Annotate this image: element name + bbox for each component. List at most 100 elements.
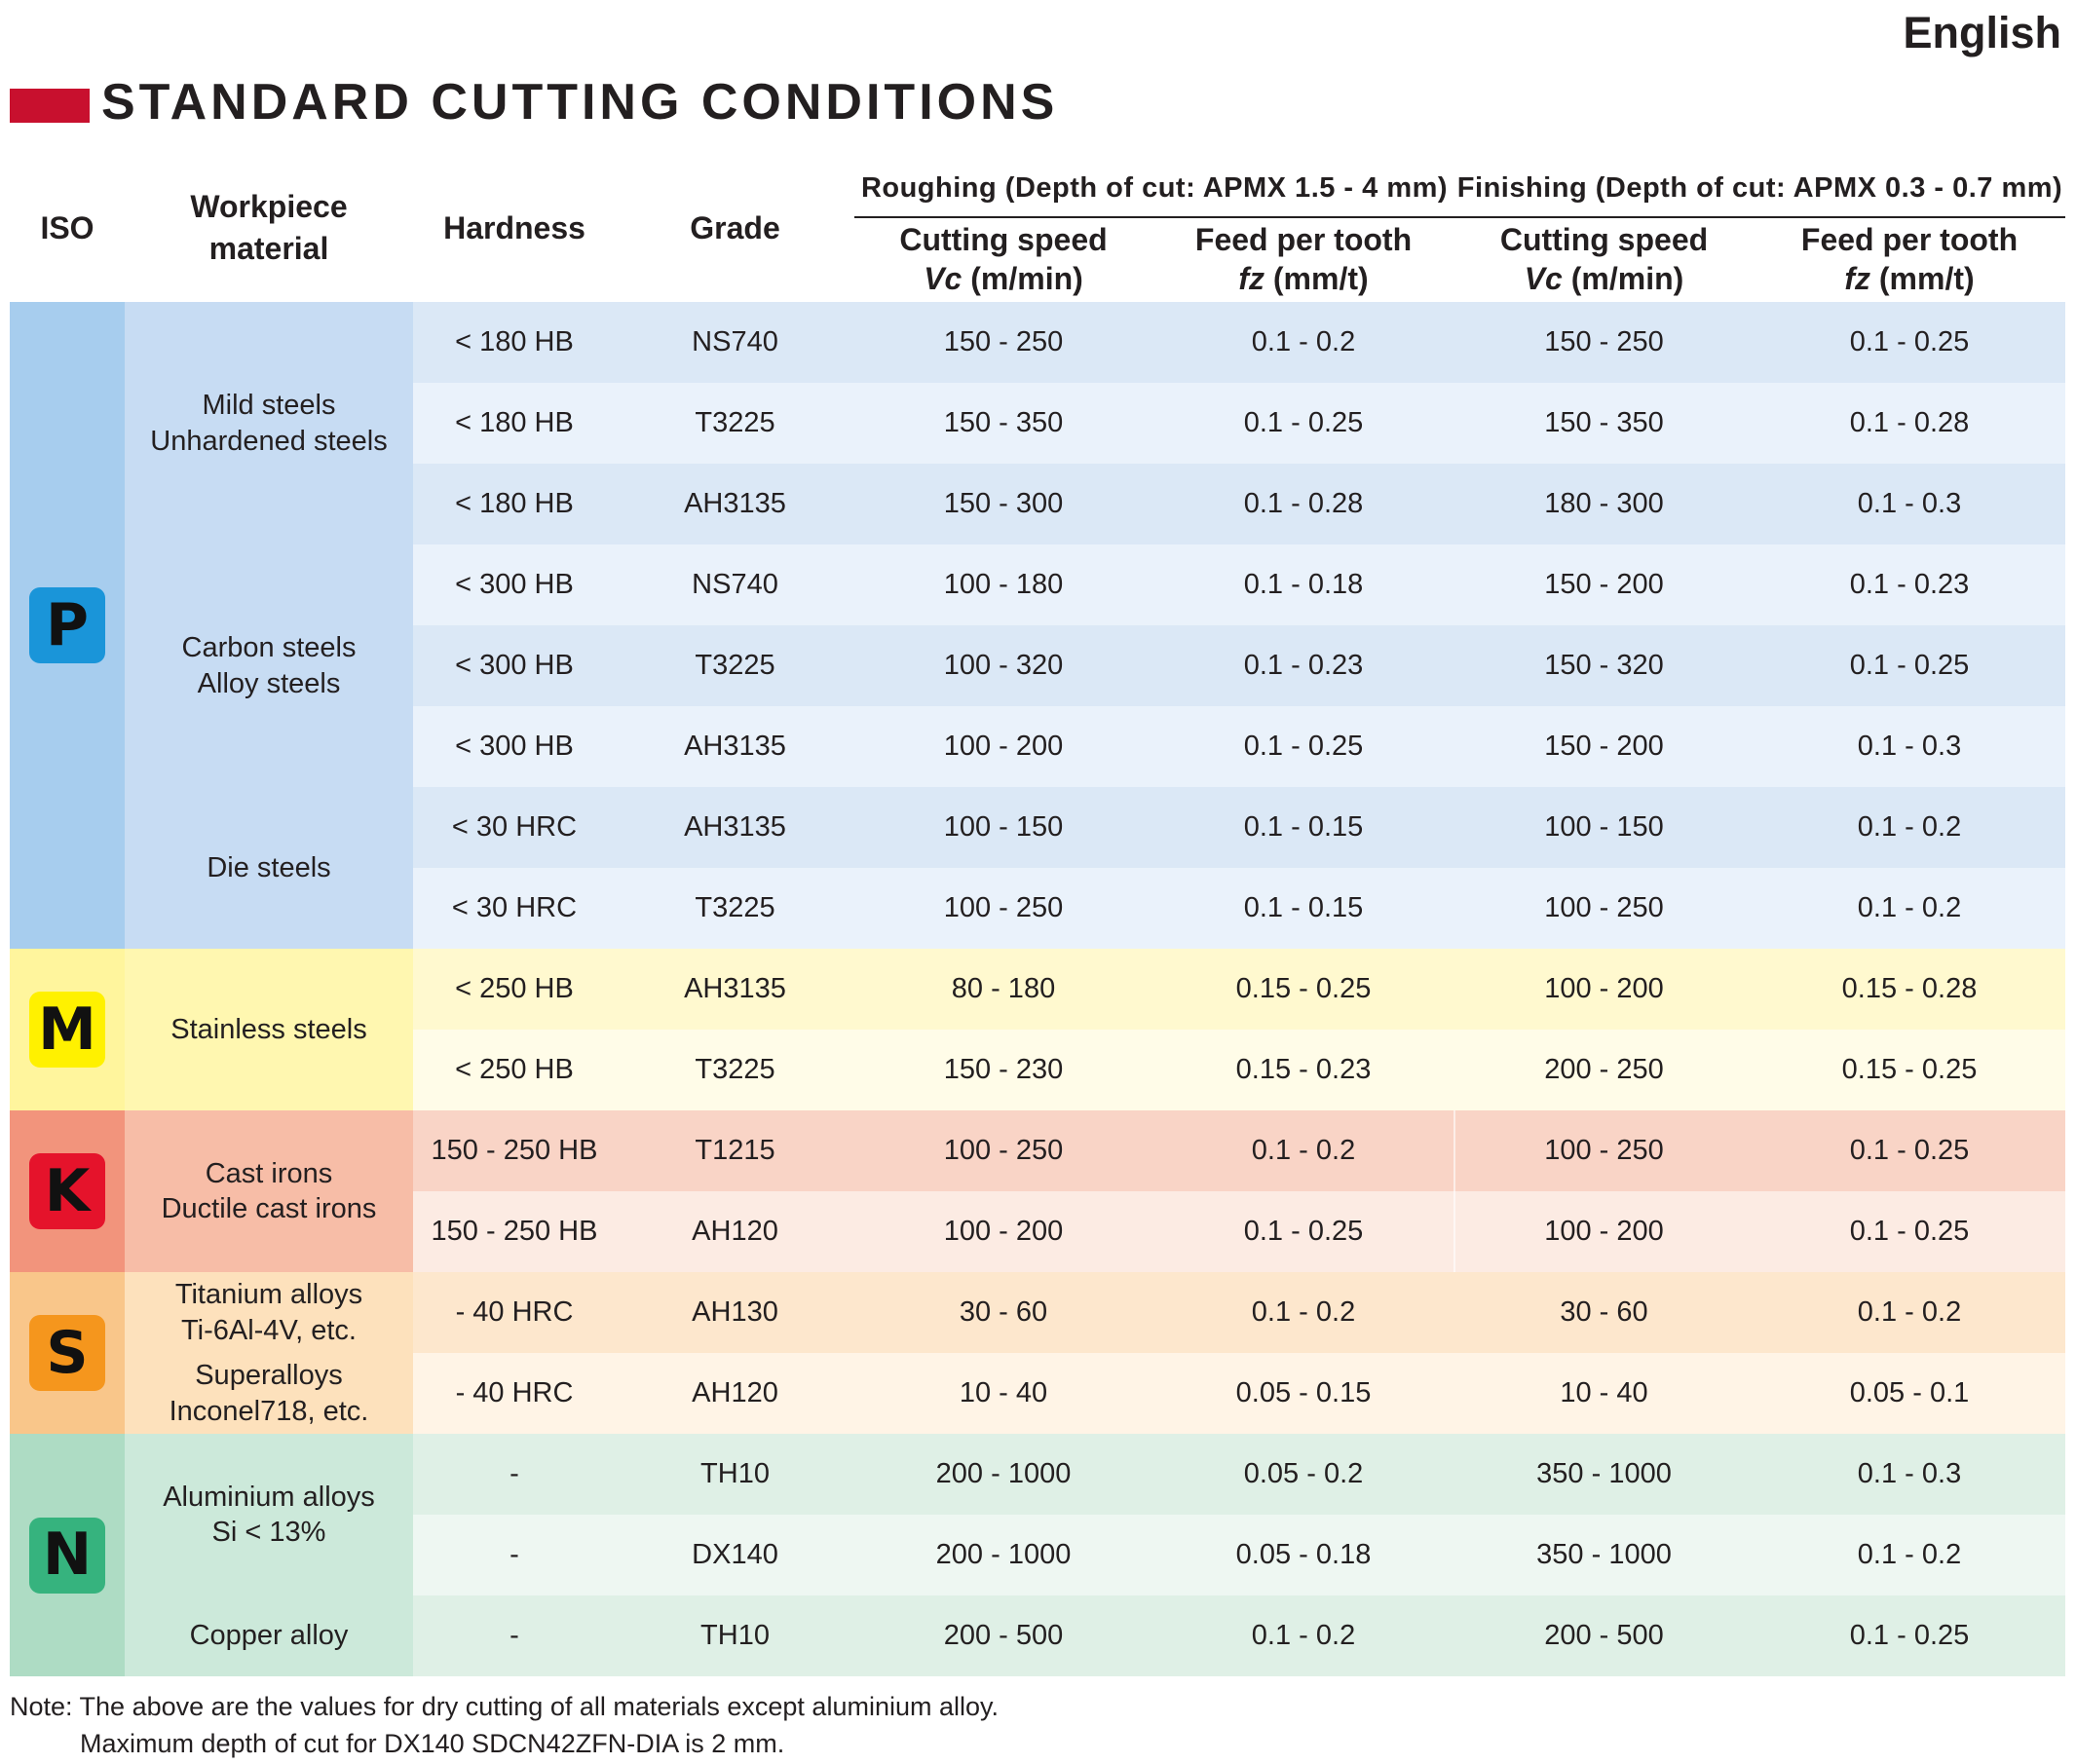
material-cell: Stainless steels	[125, 949, 413, 1110]
table-row	[413, 544, 2065, 625]
roughing-fz-cell: 0.1 - 0.2	[1251, 1296, 1356, 1329]
roughing-fz-cell: 0.1 - 0.2	[1251, 1135, 1356, 1167]
finishing-vc-cell: 100 - 150	[1544, 811, 1664, 844]
roughing-fz-cell: 0.1 - 0.15	[1243, 892, 1364, 924]
roughing-vc-cell: 150 - 250	[943, 326, 1064, 358]
finishing-fz-cell: 0.1 - 0.2	[1857, 892, 1962, 924]
roughing-vc-cell: 100 - 250	[943, 1135, 1064, 1167]
table-row	[413, 625, 2065, 706]
page-title: STANDARD CUTTING CONDITIONS	[101, 74, 1059, 131]
header-roughing-cutting-speed: Cutting speed Vc (m/min)	[854, 220, 1152, 298]
finishing-vc-cell: 100 - 250	[1544, 892, 1664, 924]
header-finishing-cutting-speed-label: Cutting speed	[1499, 222, 1709, 257]
iso-badge-p: P	[29, 587, 105, 663]
finishing-vc-cell: 350 - 1000	[1536, 1539, 1672, 1571]
hardness-cell: - 40 HRC	[455, 1377, 574, 1409]
table-row	[413, 302, 2065, 383]
roughing-fz-cell: 0.1 - 0.25	[1243, 1216, 1364, 1248]
footnote-line-1: Note: The above are the values for dry c…	[10, 1692, 1000, 1721]
table-row	[413, 706, 2065, 787]
roughing-vc-cell: 200 - 1000	[935, 1458, 1072, 1490]
header-finishing-cutting-speed-unit: Vc (m/min)	[1524, 261, 1684, 296]
roughing-vc-cell: 100 - 200	[943, 1216, 1064, 1248]
table-row	[413, 868, 2065, 949]
grade-cell: T1215	[695, 1135, 775, 1167]
header-roughing-cutting-speed-unit: Vc (m/min)	[924, 261, 1083, 296]
finishing-fz-cell: 0.1 - 0.2	[1857, 811, 1962, 844]
roughing-fz-cell: 0.1 - 0.18	[1243, 569, 1364, 601]
roughing-fz-cell: 0.05 - 0.2	[1243, 1458, 1364, 1490]
finishing-fz-cell: 0.1 - 0.3	[1857, 731, 1962, 763]
roughing-fz-cell: 0.1 - 0.25	[1243, 407, 1364, 439]
grade-cell: AH120	[692, 1216, 778, 1248]
header-roughing-feed-per-tooth-unit: fz (mm/t)	[1238, 261, 1369, 296]
roughing-fz-cell: 0.1 - 0.15	[1243, 811, 1364, 844]
hardness-cell: < 250 HB	[455, 973, 574, 1005]
table-row	[413, 383, 2065, 464]
table-row	[413, 1030, 2065, 1110]
roughing-vc-cell: 200 - 1000	[935, 1539, 1072, 1571]
roughing-fz-cell: 0.15 - 0.23	[1235, 1054, 1372, 1086]
grade-cell: T3225	[695, 892, 775, 924]
roughing-vc-cell: 200 - 500	[943, 1620, 1064, 1652]
finishing-vc-cell: 150 - 350	[1544, 407, 1664, 439]
material-cell: Copper alloy	[125, 1595, 413, 1676]
roughing-vc-cell: 100 - 180	[943, 569, 1064, 601]
iso-cell-k: K	[10, 1110, 125, 1272]
hardness-cell: < 180 HB	[455, 326, 574, 358]
roughing-vc-cell: 80 - 180	[951, 973, 1056, 1005]
roughing-fz-cell: 0.1 - 0.2	[1251, 326, 1356, 358]
roughing-fz-cell: 0.15 - 0.25	[1235, 973, 1372, 1005]
roughing-fz-cell: 0.1 - 0.28	[1243, 488, 1364, 520]
header-finishing-cutting-speed: Cutting speed Vc (m/min)	[1454, 220, 1754, 298]
iso-badge-s: S	[29, 1315, 105, 1391]
iso-cell-s: S	[10, 1272, 125, 1434]
roughing-vc-cell: 100 - 200	[943, 731, 1064, 763]
finishing-vc-cell: 100 - 200	[1544, 1216, 1664, 1248]
finishing-fz-cell: 0.15 - 0.28	[1841, 973, 1978, 1005]
table-row	[413, 1515, 2065, 1595]
footnote: Note: The above are the values for dry c…	[10, 1688, 999, 1762]
finishing-fz-cell: 0.05 - 0.1	[1849, 1377, 1970, 1409]
table-row	[413, 1110, 2065, 1191]
hardness-cell: < 300 HB	[455, 569, 574, 601]
hardness-cell: - 40 HRC	[455, 1296, 574, 1329]
table-row	[413, 787, 2065, 868]
column-separator	[1453, 1110, 1455, 1272]
header-roughing: Roughing (Depth of cut: APMX 1.5 - 4 mm)	[860, 171, 1449, 204]
roughing-vc-cell: 150 - 230	[943, 1054, 1064, 1086]
hardness-cell: < 30 HRC	[451, 892, 578, 924]
roughing-vc-cell: 150 - 350	[943, 407, 1064, 439]
grade-cell: T3225	[695, 650, 775, 682]
grade-cell: T3225	[695, 1054, 775, 1086]
finishing-fz-cell: 0.15 - 0.25	[1841, 1054, 1978, 1086]
finishing-vc-cell: 150 - 250	[1544, 326, 1664, 358]
iso-cell-m: M	[10, 949, 125, 1110]
material-cell: Mild steels Unhardened steels	[125, 302, 413, 544]
roughing-vc-cell: 100 - 250	[943, 892, 1064, 924]
header-group-rule	[854, 216, 2065, 218]
header-finishing: Finishing (Depth of cut: APMX 0.3 - 0.7 …	[1456, 171, 2063, 204]
roughing-vc-cell: 150 - 300	[943, 488, 1064, 520]
language-label: English	[1903, 8, 2061, 57]
material-cell: Carbon steels Alloy steels	[125, 544, 413, 787]
finishing-vc-cell: 350 - 1000	[1536, 1458, 1672, 1490]
hardness-cell: < 180 HB	[455, 488, 574, 520]
roughing-fz-cell: 0.1 - 0.2	[1251, 1620, 1356, 1652]
hardness-cell: -	[510, 1539, 519, 1571]
finishing-vc-cell: 100 - 250	[1544, 1135, 1664, 1167]
roughing-fz-cell: 0.1 - 0.25	[1243, 731, 1364, 763]
finishing-vc-cell: 180 - 300	[1544, 488, 1664, 520]
header-roughing-feed-per-tooth-label: Feed per tooth	[1194, 222, 1413, 257]
finishing-fz-cell: 0.1 - 0.28	[1849, 407, 1970, 439]
finishing-vc-cell: 200 - 500	[1544, 1620, 1664, 1652]
header-roughing-feed-per-tooth: Feed per tooth fz (mm/t)	[1152, 220, 1454, 298]
cutting-conditions-table: ISO Workpiece material Hardness Grade Roughi…	[10, 160, 2065, 1679]
finishing-vc-cell: 150 - 200	[1544, 731, 1664, 763]
finishing-fz-cell: 0.1 - 0.25	[1849, 326, 1970, 358]
finishing-fz-cell: 0.1 - 0.25	[1849, 1216, 1970, 1248]
grade-cell: T3225	[695, 407, 775, 439]
table-row	[413, 464, 2065, 544]
iso-cell-n: N	[10, 1434, 125, 1676]
grade-cell: AH3135	[684, 973, 786, 1005]
